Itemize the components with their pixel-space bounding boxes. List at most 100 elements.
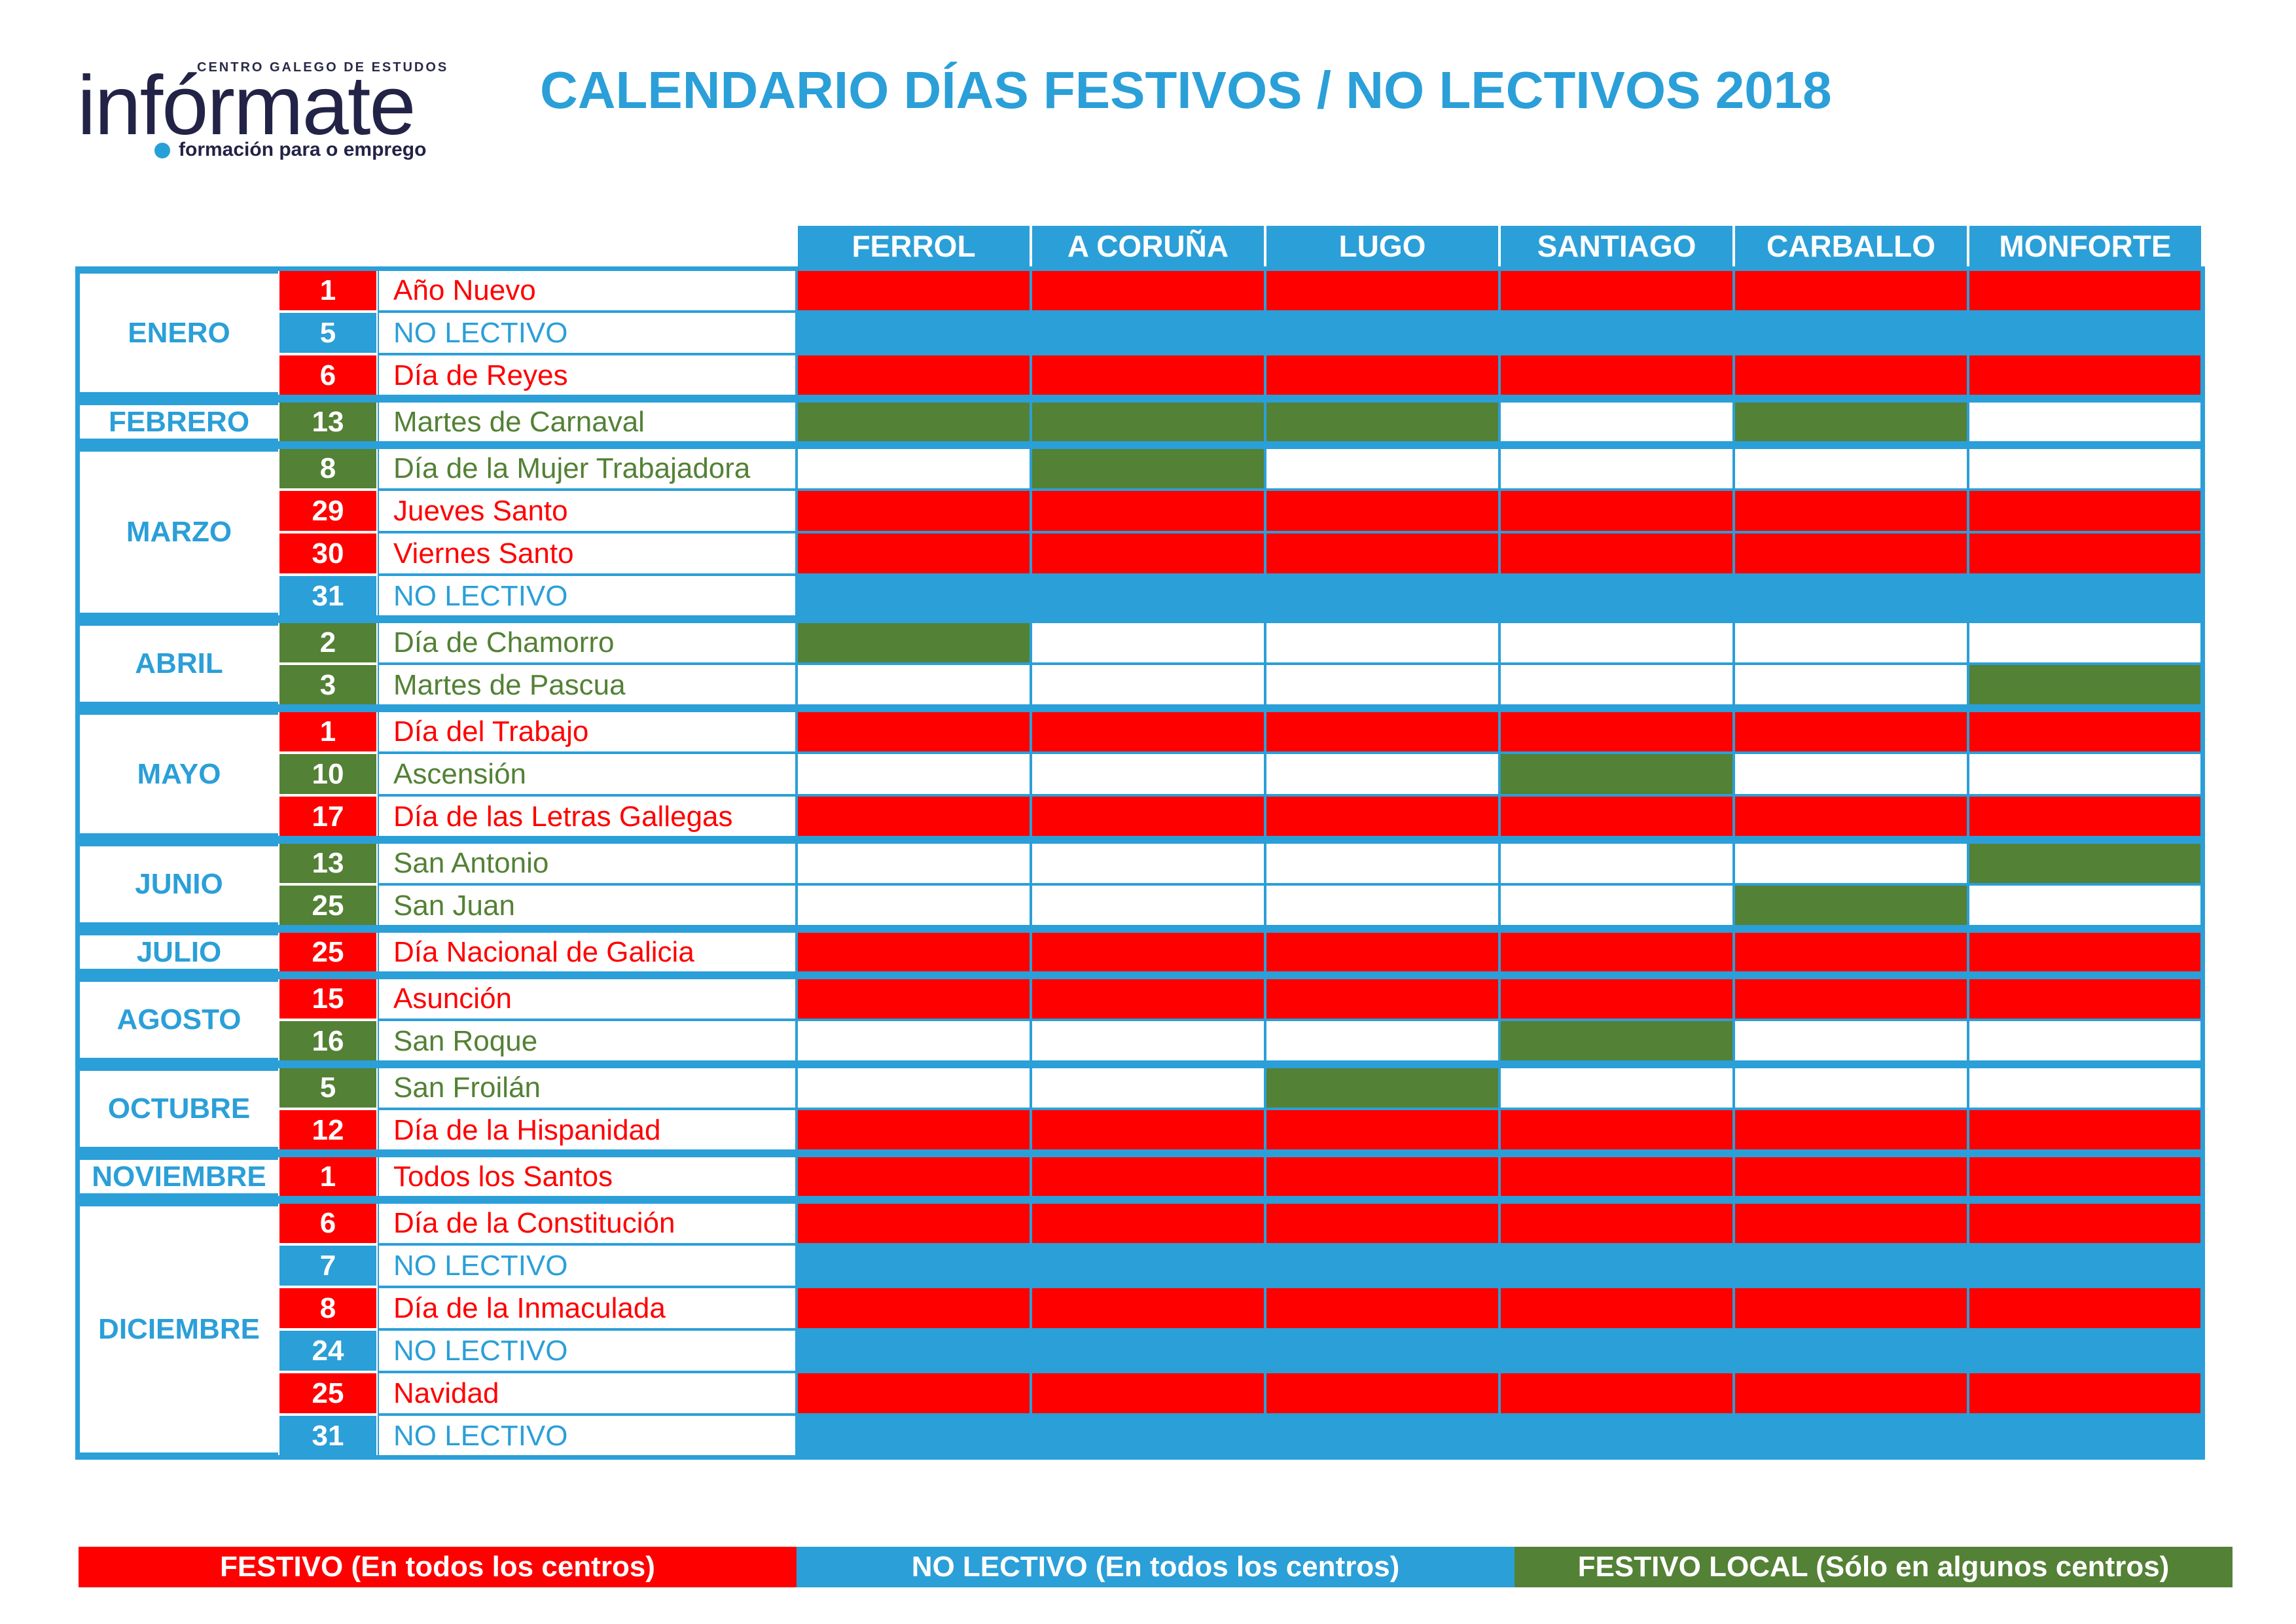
month-cell: JUNIO xyxy=(75,842,283,927)
day-number: 12 xyxy=(278,1109,378,1151)
city-day-marker xyxy=(1968,795,2202,838)
city-day-marker xyxy=(1031,1066,1265,1109)
city-day-marker xyxy=(797,269,1031,312)
city-day-marker xyxy=(1031,1372,1265,1415)
city-day-marker xyxy=(1031,977,1265,1020)
city-day-marker xyxy=(1265,1372,1499,1415)
city-day-marker xyxy=(1031,490,1265,532)
city-day-marker xyxy=(1031,1109,1265,1151)
city-day-marker xyxy=(1499,884,1734,927)
city-day-marker xyxy=(1265,312,1499,354)
city-day-marker xyxy=(1499,1066,1734,1109)
city-day-marker xyxy=(1265,401,1499,443)
day-number: 31 xyxy=(278,575,378,617)
month-cell: OCTUBRE xyxy=(75,1066,283,1151)
logo-wordmark: infórmate xyxy=(77,59,416,153)
city-day-marker xyxy=(1265,931,1499,973)
city-day-marker xyxy=(1499,977,1734,1020)
day-number: 16 xyxy=(278,1020,378,1062)
logo-tagline-bottom: formación para o emprego xyxy=(179,139,427,160)
city-day-marker xyxy=(1968,1066,2202,1109)
city-day-marker xyxy=(1265,532,1499,575)
holiday-name: Todos los Santos xyxy=(378,1155,797,1198)
city-day-marker xyxy=(1734,1415,1968,1457)
city-day-marker xyxy=(1734,532,1968,575)
holiday-name: San Antonio xyxy=(378,842,797,884)
day-number: 5 xyxy=(278,1066,378,1109)
city-day-marker xyxy=(1968,1155,2202,1198)
city-day-marker xyxy=(797,931,1031,973)
city-day-marker xyxy=(1031,1244,1265,1287)
city-day-marker xyxy=(1734,842,1968,884)
city-day-marker xyxy=(1031,710,1265,753)
city-day-marker xyxy=(797,354,1031,397)
month-cell: MAYO xyxy=(75,710,283,838)
city-day-marker xyxy=(1968,312,2202,354)
city-day-marker xyxy=(1734,1109,1968,1151)
holiday-name: Martes de Pascua xyxy=(378,664,797,706)
city-day-marker xyxy=(797,664,1031,706)
city-day-marker xyxy=(1968,354,2202,397)
month-cell: NOVIEMBRE xyxy=(75,1155,283,1198)
city-day-marker xyxy=(1265,1415,1499,1457)
city-day-marker xyxy=(1031,1329,1265,1372)
holiday-name: Día de la Hispanidad xyxy=(378,1109,797,1151)
city-day-marker xyxy=(1265,1020,1499,1062)
city-day-marker xyxy=(1734,490,1968,532)
legend-item-festivo: FESTIVO (En todos los centros) xyxy=(79,1547,797,1587)
city-day-marker xyxy=(1499,1155,1734,1198)
city-day-marker xyxy=(1265,795,1499,838)
city-day-marker xyxy=(797,447,1031,490)
city-day-marker xyxy=(1031,1202,1265,1244)
month-cell: FEBRERO xyxy=(75,401,283,443)
holiday-name: NO LECTIVO xyxy=(378,1329,797,1372)
city-day-marker xyxy=(1031,1020,1265,1062)
city-day-marker xyxy=(1031,1415,1265,1457)
city-day-marker xyxy=(1734,269,1968,312)
city-day-marker xyxy=(1031,447,1265,490)
city-day-marker xyxy=(1499,842,1734,884)
city-day-marker xyxy=(1499,575,1734,617)
holiday-name: Día de la Mujer Trabajadora xyxy=(378,447,797,490)
day-number: 30 xyxy=(278,532,378,575)
holiday-name: Año Nuevo xyxy=(378,269,797,312)
city-day-marker xyxy=(797,1202,1031,1244)
city-day-marker xyxy=(1734,884,1968,927)
day-number: 10 xyxy=(278,753,378,795)
city-day-marker xyxy=(1265,977,1499,1020)
city-day-marker xyxy=(1265,1066,1499,1109)
city-day-marker xyxy=(1499,312,1734,354)
city-day-marker xyxy=(1499,1020,1734,1062)
city-day-marker xyxy=(1499,532,1734,575)
city-day-marker xyxy=(1265,664,1499,706)
city-day-marker xyxy=(1968,490,2202,532)
city-day-marker xyxy=(1265,1287,1499,1329)
city-day-marker xyxy=(1265,710,1499,753)
holiday-name: Día Nacional de Galicia xyxy=(378,931,797,973)
city-day-marker xyxy=(1265,1155,1499,1198)
city-day-marker xyxy=(1734,977,1968,1020)
city-day-marker xyxy=(797,795,1031,838)
day-number: 13 xyxy=(278,842,378,884)
city-day-marker xyxy=(1499,753,1734,795)
day-number: 7 xyxy=(278,1244,378,1287)
day-number: 13 xyxy=(278,401,378,443)
holiday-name: Asunción xyxy=(378,977,797,1020)
city-day-marker xyxy=(1499,1287,1734,1329)
column-header-city: SANTIAGO xyxy=(1499,225,1734,268)
city-day-marker xyxy=(1968,269,2202,312)
city-day-marker xyxy=(1968,931,2202,973)
day-number: 2 xyxy=(278,621,378,664)
informate-logo: CENTRO GALEGO DE ESTUDOS infórmate forma… xyxy=(77,58,457,169)
city-day-marker xyxy=(1031,795,1265,838)
city-day-marker xyxy=(1499,1202,1734,1244)
city-day-marker xyxy=(1968,575,2202,617)
city-day-marker xyxy=(797,621,1031,664)
city-day-marker xyxy=(1265,1109,1499,1151)
city-day-marker xyxy=(1734,1202,1968,1244)
holiday-name: Día de la Inmaculada xyxy=(378,1287,797,1329)
day-number: 1 xyxy=(278,710,378,753)
city-day-marker xyxy=(1499,1329,1734,1372)
city-day-marker xyxy=(1031,621,1265,664)
city-day-marker xyxy=(1265,753,1499,795)
